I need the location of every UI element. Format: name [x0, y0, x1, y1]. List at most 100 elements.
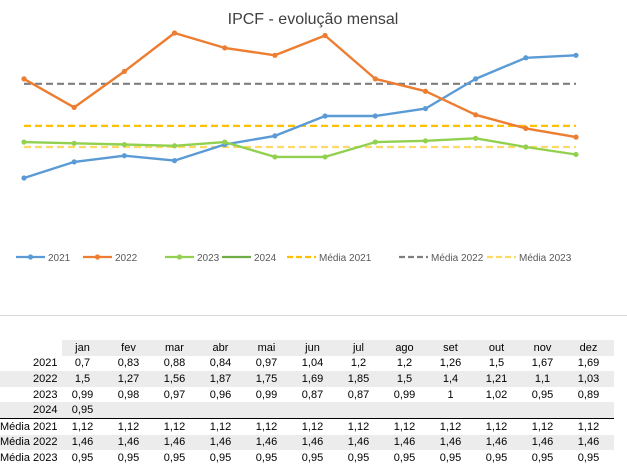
table-cell: 0,95 — [531, 388, 554, 401]
table-cell: 0,96 — [209, 388, 232, 401]
data-point-2022 — [422, 88, 429, 94]
data-point-2023 — [422, 138, 429, 144]
row-label: 2024 — [0, 402, 62, 419]
data-point-2023 — [71, 140, 77, 146]
table-cell: 0,84 — [209, 357, 232, 370]
legend-label: 2022 — [115, 253, 138, 264]
table-cell — [153, 402, 200, 419]
table-cell: 1,46 — [199, 434, 246, 451]
row-label: Média 2023 — [0, 451, 58, 464]
table-cell: 0,88 — [163, 357, 186, 370]
data-point-2021 — [121, 153, 127, 159]
table-cell: 1,12 — [199, 417, 246, 435]
data-point-2022 — [21, 76, 27, 82]
table-cell: 1,46 — [337, 434, 384, 451]
table-cell: 1,21 — [475, 371, 522, 387]
table-cell: 1,12 — [153, 417, 200, 435]
table-cell: 1,75 — [245, 371, 292, 387]
chart-legend: 2021 2022 2023 2024 Média 2021 Média 2022 Médi… — [16, 253, 572, 264]
table-cell: 0,98 — [117, 388, 140, 401]
table-cell — [383, 402, 430, 419]
chart-title: IPCF - evolução mensal — [228, 11, 399, 28]
table-row: Média 2021 1,12 1,12 1,12 1,12 1,12 1,12 1,12 1,… — [0, 417, 614, 435]
data-point-2022 — [171, 30, 178, 36]
table-cell: 1,12 — [245, 417, 292, 435]
data-point-2023 — [272, 154, 278, 160]
legend-item-2023: 2023 — [165, 253, 220, 264]
table-header-fev: fev — [107, 340, 154, 356]
table-cell: 0,87 — [301, 388, 324, 401]
table-cell: 0,95 — [255, 451, 278, 464]
table-cell: 1,04 — [301, 357, 324, 370]
table-cell: 1,46 — [153, 434, 200, 451]
table-cell: 0,95 — [117, 451, 140, 464]
table-row: 2023 0,99 0,98 0,97 0,96 0,99 0,87 0,87 0,99 1 1,0… — [0, 387, 614, 403]
table-cell: 1,12 — [475, 417, 522, 435]
table-cell: 1,56 — [153, 371, 200, 387]
table-cell: 1,46 — [567, 434, 614, 451]
table-cell: 1,46 — [245, 434, 292, 451]
table-cell: 1,87 — [199, 371, 246, 387]
legend-label: 2021 — [48, 253, 71, 264]
table-cell: 1,67 — [531, 357, 554, 370]
table-cell: 0,83 — [117, 357, 140, 370]
table-header-nov: nov — [521, 340, 568, 356]
table-cell: 1,5 — [383, 371, 430, 387]
data-point-2022 — [372, 76, 378, 82]
series-line-2021 — [23, 54, 577, 180]
table-cell: 1,12 — [291, 417, 338, 435]
data-point-2022 — [573, 134, 579, 140]
table-cell — [429, 402, 476, 419]
row-label: Média 2021 — [0, 417, 62, 435]
table-cell: 0,7 — [74, 357, 91, 370]
table-row: 2024 0,95 — [0, 402, 614, 419]
table-cell: 0,87 — [347, 388, 370, 401]
legend-item-2021: 2021 — [16, 253, 71, 264]
data-table: jan fev mar abr mai jun jul ago set out nov dez 202… — [0, 340, 614, 466]
data-point-2021 — [523, 55, 529, 61]
data-point-2021 — [71, 159, 77, 165]
data-point-2023 — [573, 151, 579, 158]
line-chart: IPCF - evolução mensal 2021 2022 2023 2024 M… — [16, 11, 579, 264]
table-cell: 1,12 — [521, 417, 568, 435]
table-cell: 1,2 — [350, 357, 367, 370]
table-header-mai: mai — [245, 340, 292, 356]
data-point-2021 — [473, 76, 479, 82]
table-cell: 0,95 — [531, 451, 554, 464]
table-cell: 1,12 — [107, 417, 154, 435]
table-cell — [337, 402, 384, 419]
table-cell: 1,46 — [383, 434, 430, 451]
data-point-2022 — [71, 104, 77, 110]
table-cell: 1 — [447, 388, 454, 401]
table-cell: 1,03 — [567, 371, 614, 387]
plot-area — [21, 30, 579, 181]
data-point-2023 — [121, 141, 127, 148]
legend-item-m-dia-2021: Média 2021 — [287, 253, 372, 264]
table-cell: 0,99 — [393, 388, 416, 401]
data-point-2021 — [272, 133, 278, 139]
row-label: 2022 — [0, 371, 62, 387]
legend-item-2022: 2022 — [83, 253, 138, 264]
table-cell — [475, 402, 522, 419]
data-point-2023 — [21, 139, 27, 145]
table-header-ago: ago — [383, 340, 430, 356]
table-cell: 0,99 — [71, 388, 94, 401]
table-cell: 1,1 — [521, 371, 568, 387]
table-cell — [199, 402, 246, 419]
table-cell: 1,12 — [429, 417, 476, 435]
legend-marker — [27, 254, 34, 260]
table-cell — [245, 402, 292, 419]
table-header-out: out — [475, 340, 522, 356]
table-cell: 0,99 — [255, 388, 278, 401]
chart-panel: IPCF - evolução mensal 2021 2022 2023 2024 M… — [0, 11, 627, 316]
table-cell: 1,46 — [429, 434, 476, 451]
table-row: Média 2022 1,46 1,46 1,46 1,46 1,46 1,46 1,46 1,… — [0, 434, 614, 451]
data-point-2023 — [171, 143, 178, 149]
legend-item-m-dia-2022: Média 2022 — [399, 253, 484, 264]
data-point-2021 — [171, 158, 178, 164]
table-cell — [521, 402, 568, 419]
table-cell: 0,95 — [577, 451, 600, 464]
table-cell: 0,95 — [61, 402, 108, 419]
table-body: 2021 0,7 0,83 0,88 0,84 0,97 1,04 1,2 1,2 1,26 1,5… — [0, 356, 614, 466]
legend-item-2024: 2024 — [222, 253, 277, 264]
